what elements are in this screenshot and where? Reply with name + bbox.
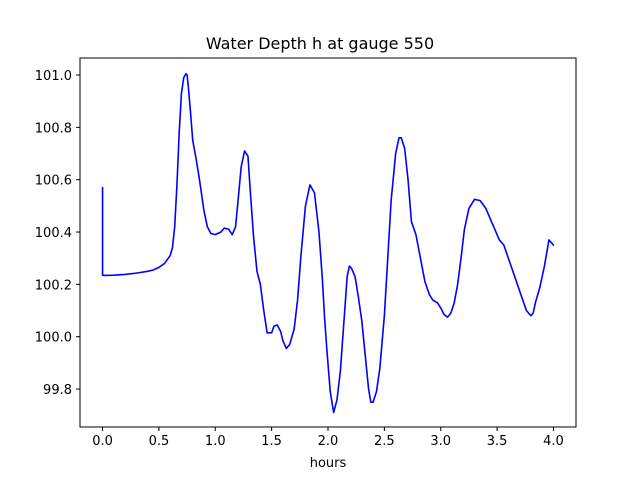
x-tick-label: 3.0	[430, 434, 451, 449]
x-tick-label: 0.0	[92, 434, 113, 449]
y-tick-label: 100.2	[35, 278, 72, 293]
series-line	[101, 72, 555, 414]
x-tick-label: 1.0	[205, 434, 226, 449]
x-tick-label: 4.0	[543, 434, 564, 449]
y-tick-label: 101.0	[35, 69, 72, 84]
series-layer	[101, 72, 555, 414]
axis-layer: 0.0 0.5 1.0 1.5 2.0 2.5 3.0 3.5 4.0 99.8 100.0 100.…	[35, 69, 564, 449]
y-tick-label: 99.8	[43, 383, 72, 398]
y-tick-label: 100.6	[35, 174, 72, 189]
y-tick-label: 100.4	[35, 226, 72, 241]
y-tick-label: 100.8	[35, 121, 72, 136]
x-tick-label: 1.5	[261, 434, 282, 449]
chart-title: Water Depth h at gauge 550	[206, 34, 434, 53]
y-tick-label: 100.0	[35, 331, 72, 346]
x-tick-label: 0.5	[149, 434, 170, 449]
x-axis-label: hours	[310, 456, 347, 471]
x-tick-label: 3.5	[487, 434, 508, 449]
x-tick-label: 2.0	[318, 434, 339, 449]
x-tick-label: 2.5	[374, 434, 395, 449]
